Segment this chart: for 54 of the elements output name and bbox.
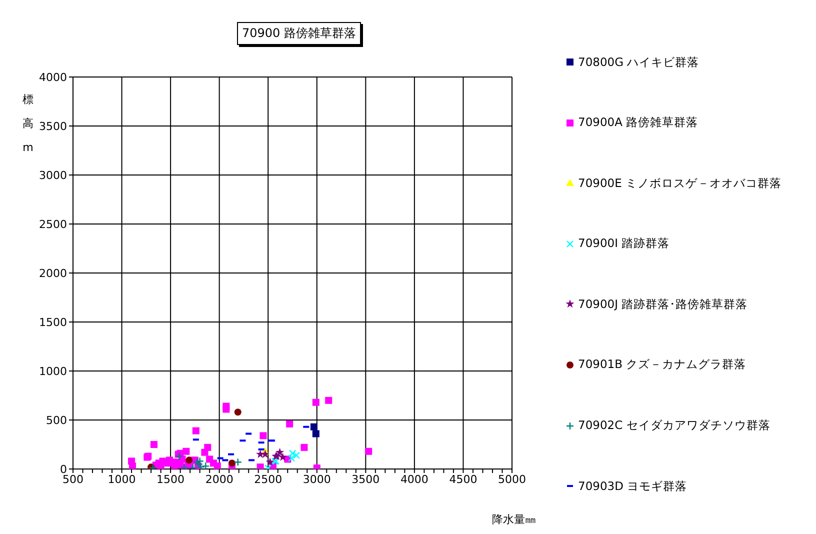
x-tick-label: 2000 [205,472,234,486]
point [312,430,320,438]
point [266,458,274,466]
y-tick-label: 4000 [39,70,67,84]
point [228,460,236,467]
point [278,452,288,461]
legend-label: 70903D ヨモギ群落 [578,478,688,494]
point [234,408,242,416]
legend-label: 70800G ハイキビ群落 [578,54,700,70]
point [288,450,296,457]
point [260,432,267,440]
y-tick-label: 500 [46,414,67,427]
x-tick-label: 4000 [400,472,428,486]
point [325,396,332,404]
point [276,448,284,456]
point [300,444,308,451]
point [260,450,270,458]
legend-label: 70900E ミノボロスゲ－オオバコ群落 [578,176,782,191]
legend-label: 70900I 踏跡群落 [578,236,670,252]
point [204,444,212,451]
point [365,448,372,455]
point [129,462,136,469]
y-tick-label: 3000 [39,168,67,182]
point [192,458,201,466]
legend-label: 70902C セイダカアワダチソウ群落 [578,418,770,434]
y-tick-label: 2000 [39,266,67,280]
point [222,402,230,410]
y-tick-label: 2500 [39,218,67,231]
legend-label: 70900J 踏跡群落･路傍雑草群落 [578,296,748,312]
point [175,452,184,460]
x-tick-label: 2500 [254,472,282,486]
legend-label: 70901B クズ－カナムグラ群落 [578,357,746,372]
point [150,441,158,448]
x-tick-label: 1000 [108,472,136,486]
y-tick-label: 1000 [39,364,67,378]
x-tick-label: 4500 [449,472,478,486]
point [214,462,221,469]
point [286,420,294,428]
point [192,427,200,434]
chart-title: 70900 路傍雑草群落 [237,22,361,45]
point [234,458,242,466]
x-tick-label: 1500 [156,472,185,486]
point [186,456,193,464]
point [256,464,264,469]
point [310,423,318,430]
y-axis-title: 標高m [22,93,34,154]
x-axis-title: 降水量㎜ [492,513,536,526]
point [312,398,320,406]
legend-label: 70900A 路傍雑草群落 [578,115,698,130]
x-tick-label: 3500 [352,472,380,486]
x-tick-label: 3000 [302,472,331,486]
x-tick-label: 5000 [498,472,526,486]
y-tick-label: 3500 [39,120,67,133]
y-tick-label: 1500 [39,316,67,329]
